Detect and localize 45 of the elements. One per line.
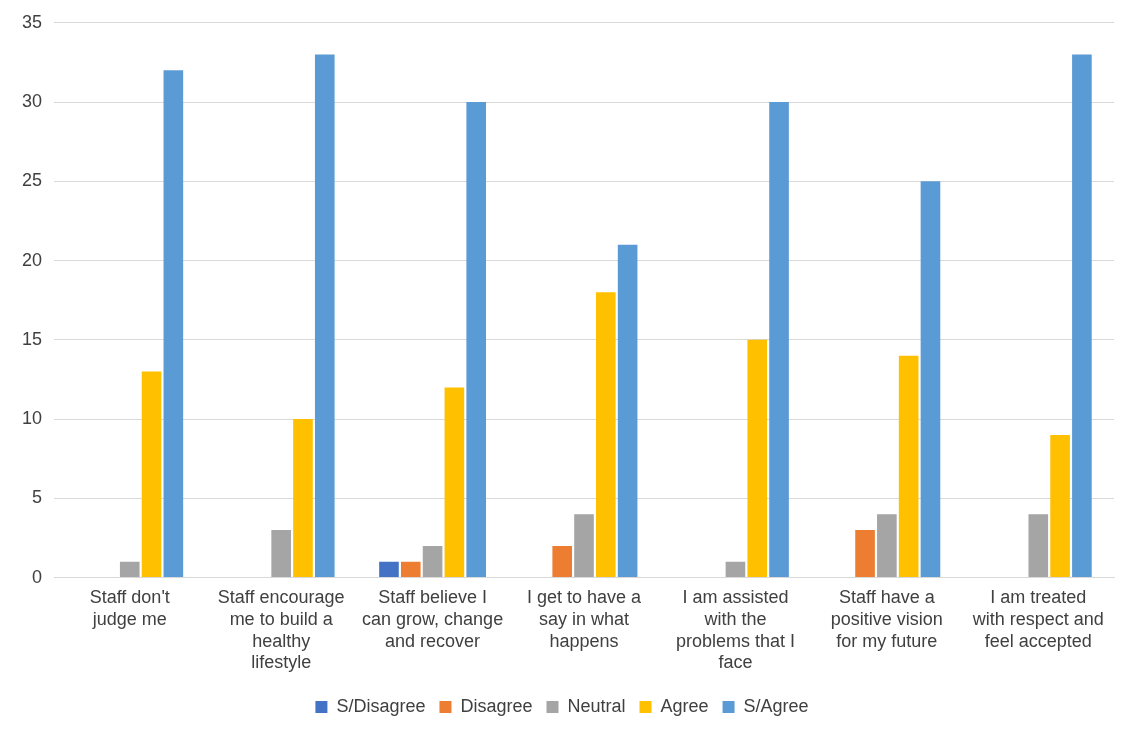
bar [163, 70, 184, 578]
y-tick-label: 30 [21, 91, 43, 112]
legend-label: S/Disagree [336, 695, 426, 716]
legend-label: Agree [660, 695, 709, 716]
bar [877, 514, 897, 578]
legend-label: Disagree [460, 695, 533, 716]
y-tick-label: 5 [32, 487, 43, 508]
bar [400, 561, 421, 578]
x-tick-label: Staff have a positive vision for my future [830, 587, 943, 651]
bar [725, 561, 746, 578]
x-tick-label: Staff believe I can grow, change and recover [362, 587, 504, 651]
bar [314, 54, 335, 578]
bar [617, 244, 638, 578]
bar [119, 561, 140, 578]
y-tick-label: 25 [21, 170, 43, 191]
x-tick-label: I am assisted with the problems that I face [675, 587, 795, 673]
x-tick-label: I get to have a say in what happens [526, 587, 643, 651]
legend-label: S/Agree [743, 695, 809, 716]
bar [141, 371, 162, 578]
legend-label: Neutral [567, 695, 626, 716]
bar [1050, 434, 1070, 578]
bar [293, 419, 313, 578]
y-tick-label: 15 [21, 328, 43, 349]
y-tick-label: 10 [21, 408, 43, 429]
bar [1072, 54, 1092, 578]
bar [747, 339, 768, 578]
bar [596, 292, 616, 578]
y-tick-label: 20 [21, 249, 43, 270]
bar [379, 561, 399, 578]
x-tick-label: Staff encourage me to build a healthy lifestyle [217, 587, 345, 673]
bar [855, 530, 875, 578]
x-tick-label: Staff don't judge me [89, 587, 170, 629]
bar [466, 102, 487, 578]
y-tick-label: 0 [32, 566, 43, 587]
bar [574, 514, 594, 578]
bar [552, 545, 573, 578]
bar [422, 545, 443, 578]
bar [898, 355, 919, 578]
bar [271, 530, 291, 578]
bar [920, 181, 941, 578]
bar [1028, 514, 1049, 578]
x-tick-label: I am treated with respect and feel accepted [971, 587, 1104, 651]
y-tick-label: 35 [21, 11, 43, 32]
bar [444, 387, 465, 578]
bar [769, 102, 789, 578]
